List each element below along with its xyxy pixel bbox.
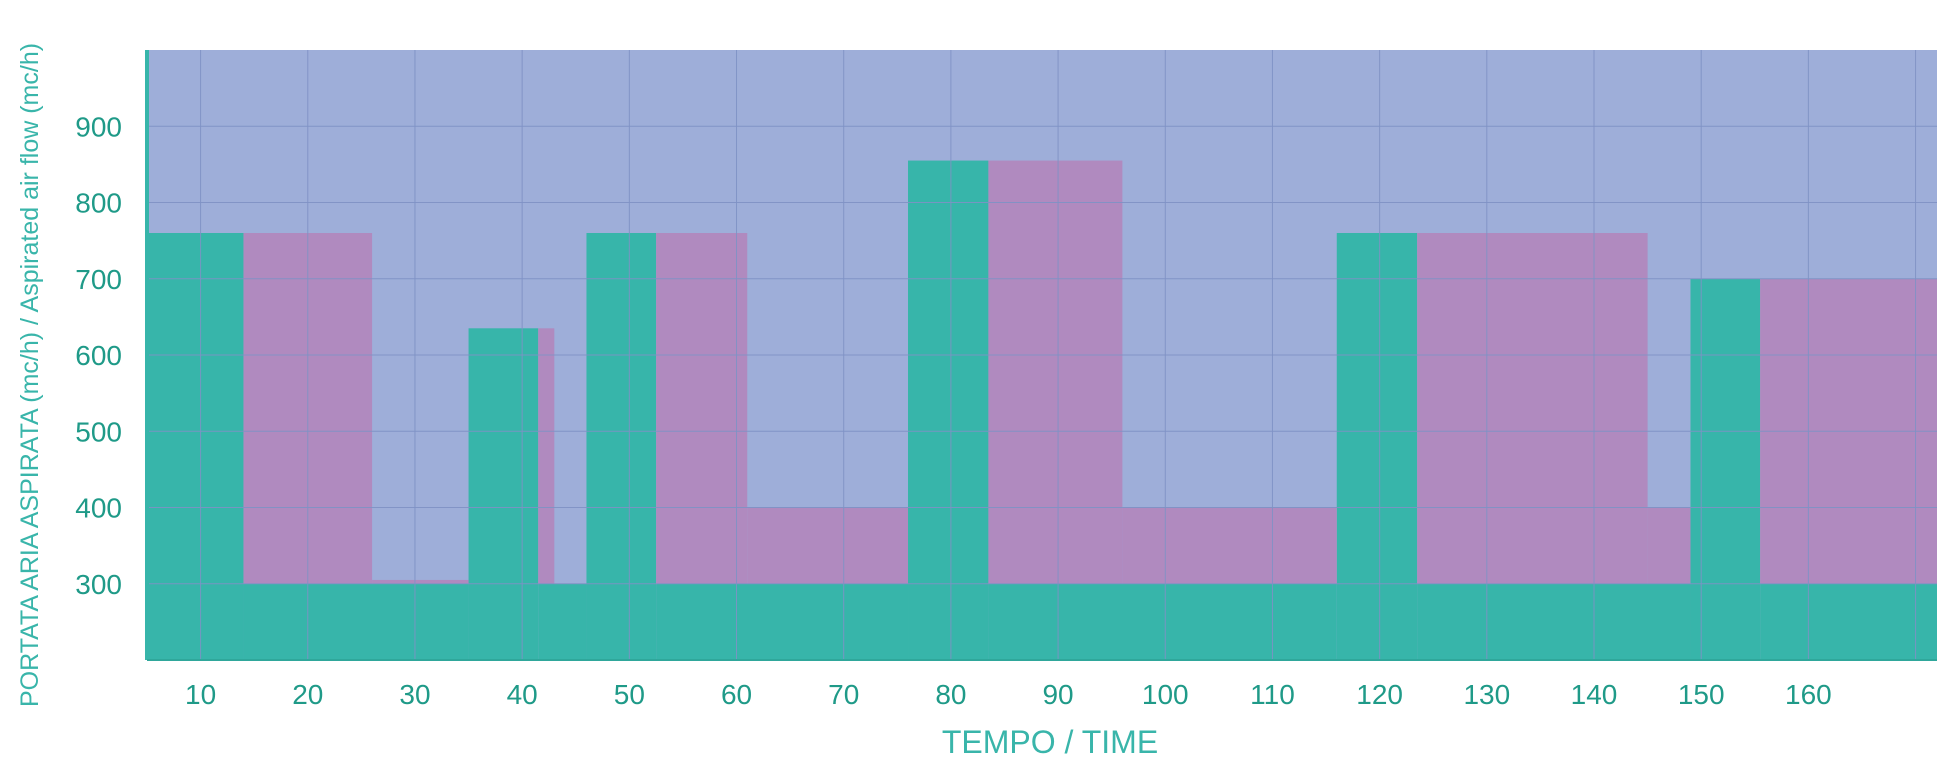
y-tick-label-500: 500 [75,416,122,447]
axis-layer: 300 400 500 600 700 800 900 10 20 30 40 50 60 70 80 90 1… [75,50,1937,710]
series-2-area-7 [1122,507,1337,584]
series-1-area-11 [1690,278,1761,660]
series-1-area-1 [147,233,244,660]
series-1-area-5 [586,233,657,660]
x-tick-label-70: 70 [828,679,859,710]
x-tick-label-30: 30 [399,679,430,710]
x-tick-label-160: 160 [1785,679,1832,710]
x-tick-label-140: 140 [1571,679,1618,710]
series-1-area-9 [1336,233,1418,660]
series-1-area-10 [1417,583,1691,660]
series-2-area-4 [656,233,748,584]
x-tick-label-150: 150 [1678,679,1725,710]
series-1-area-2 [243,583,469,660]
x-tick-label-20: 20 [292,679,323,710]
x-tick-label-90: 90 [1042,679,1073,710]
series-1-area-12 [1760,583,1937,660]
x-tick-label-60: 60 [721,679,752,710]
series-1-area-6 [656,583,909,660]
series-1-area-3 [468,328,539,660]
series-2-area-6 [988,160,1123,584]
series-2-area-5 [747,507,909,584]
x-tick-label-130: 130 [1463,679,1510,710]
y-axis-title: PORTATA ARIA ASPIRATA (mc/h) / Aspirated… [16,43,44,707]
series-2-area-9 [1647,507,1691,584]
y-tick-label-700: 700 [75,264,122,295]
y-tick-label-800: 800 [75,188,122,219]
series-2-area-3 [538,328,555,584]
x-tick-label-10: 10 [185,679,216,710]
x-axis-title: TEMPO / TIME [942,724,1158,757]
grid-layer [147,50,1937,660]
x-tick-label-40: 40 [507,679,538,710]
x-tick-label-100: 100 [1142,679,1189,710]
series-1-area-7 [908,160,989,660]
y-tick-label-400: 400 [75,493,122,524]
y-tick-label-300: 300 [75,569,122,600]
x-tick-label-50: 50 [614,679,645,710]
series-2-area-8 [1417,233,1648,584]
y-tick-label-900: 900 [75,111,122,142]
series-1-area-8 [988,583,1337,660]
x-tick-label-110: 110 [1250,679,1295,710]
x-tick-label-80: 80 [935,679,966,710]
series-2-area-2 [372,579,469,584]
x-tick-label-120: 120 [1356,679,1403,710]
series-1-area-4 [538,583,587,660]
y-tick-label-600: 600 [75,340,122,371]
